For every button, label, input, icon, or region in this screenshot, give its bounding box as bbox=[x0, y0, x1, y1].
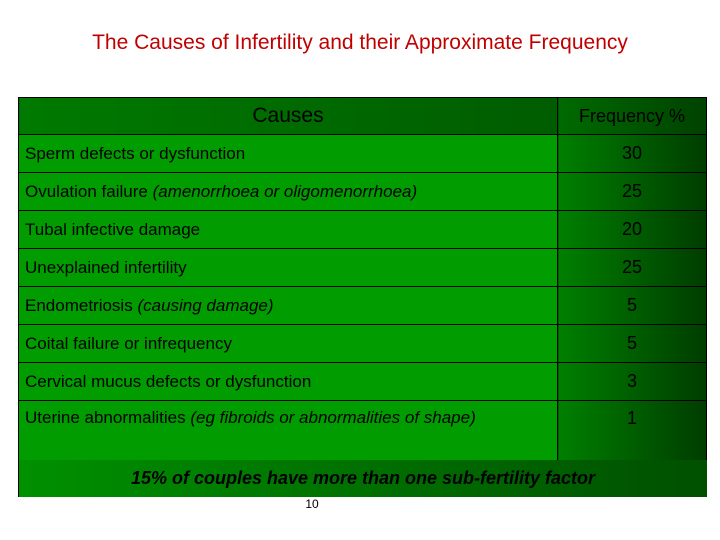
cause-text: Ovulation failure bbox=[25, 181, 148, 201]
table-row: Cervical mucus defects or dysfunction 3 bbox=[18, 362, 707, 401]
frequency-cell: 5 bbox=[557, 286, 707, 325]
table-row: Endometriosis (causing damage) 5 bbox=[18, 286, 707, 325]
table-row: Coital failure or infrequency 5 bbox=[18, 324, 707, 363]
page-number: 10 bbox=[305, 497, 319, 511]
cause-cell: Coital failure or infrequency bbox=[18, 324, 558, 363]
cause-text: Cervical mucus defects or dysfunction bbox=[25, 371, 312, 391]
footer-band: 15% of couples have more than one sub-fe… bbox=[18, 460, 707, 497]
table-row: Ovulation failure (amenorrhoea or oligom… bbox=[18, 172, 707, 211]
cause-cell: Uterine abnormalities (eg fibroids or ab… bbox=[18, 400, 558, 468]
column-header: Frequency % bbox=[557, 97, 707, 135]
cause-cell: Sperm defects or dysfunction bbox=[18, 134, 558, 173]
header-row: Causes Frequency % bbox=[18, 97, 707, 135]
table-row: Tubal infective damage 20 bbox=[18, 210, 707, 249]
causes-table: Causes Frequency % Sperm defects or dysf… bbox=[18, 97, 707, 468]
cause-note: (causing damage) bbox=[137, 295, 274, 315]
cause-text: Unexplained infertility bbox=[25, 257, 187, 277]
frequency-cell: 25 bbox=[557, 172, 707, 211]
frequency-cell: 20 bbox=[557, 210, 707, 249]
cause-text: Sperm defects or dysfunction bbox=[25, 143, 246, 163]
footnote: 15% of couples have more than one sub-fe… bbox=[130, 468, 596, 488]
slide-title: The Causes of Infertility and their Appr… bbox=[92, 31, 628, 54]
table-row: Uterine abnormalities (eg fibroids or ab… bbox=[18, 400, 707, 468]
cause-note: (amenorrhoea or oligomenorrhoea) bbox=[152, 181, 418, 201]
cause-text: Uterine abnormalities bbox=[25, 408, 186, 427]
column-header: Causes bbox=[18, 97, 558, 135]
cause-cell: Tubal infective damage bbox=[18, 210, 558, 249]
cause-cell: Cervical mucus defects or dysfunction bbox=[18, 362, 558, 401]
table-row: Unexplained infertility 25 bbox=[18, 248, 707, 287]
cause-text: Coital failure or infrequency bbox=[25, 333, 232, 353]
cause-cell: Ovulation failure (amenorrhoea or oligom… bbox=[18, 172, 558, 211]
frequency-cell: 1 bbox=[557, 400, 707, 468]
frequency-cell: 3 bbox=[557, 362, 707, 401]
cause-cell: Endometriosis (causing damage) bbox=[18, 286, 558, 325]
cause-text: Endometriosis bbox=[25, 295, 133, 315]
frequency-cell: 30 bbox=[557, 134, 707, 173]
frequency-cell: 5 bbox=[557, 324, 707, 363]
cause-note: (eg fibroids or abnormalities of shape) bbox=[190, 408, 476, 427]
table-row: Sperm defects or dysfunction 30 bbox=[18, 134, 707, 173]
frequency-cell: 25 bbox=[557, 248, 707, 287]
cause-text: Tubal infective damage bbox=[25, 219, 201, 239]
cause-cell: Unexplained infertility bbox=[18, 248, 558, 287]
